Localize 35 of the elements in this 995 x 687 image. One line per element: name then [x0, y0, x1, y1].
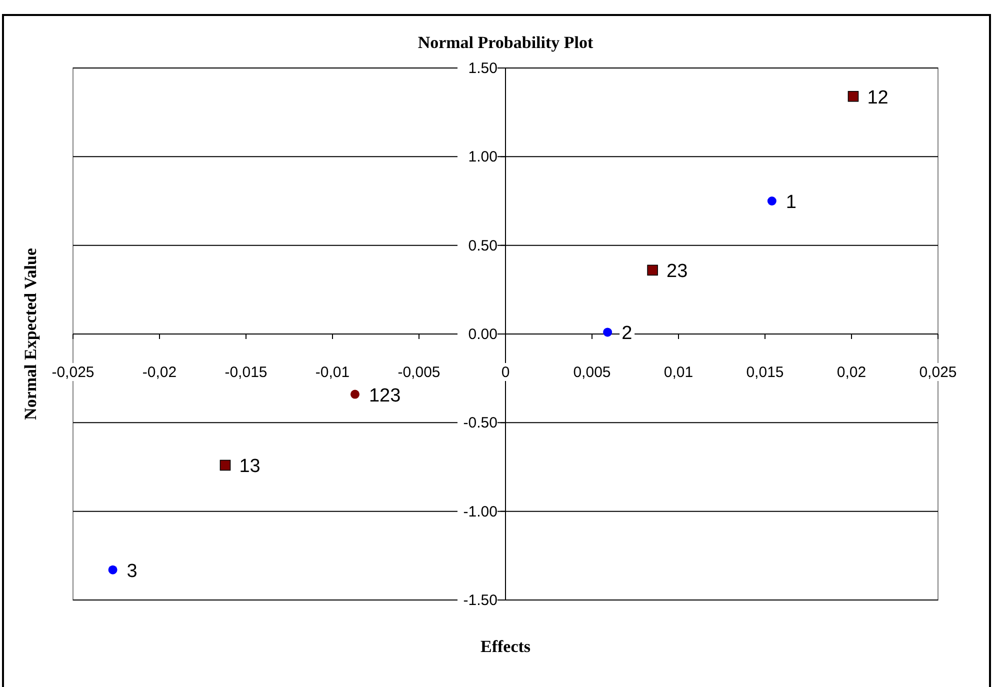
annotation: 2 [622, 323, 632, 344]
chart-title: Normal Probability Plot [418, 33, 594, 52]
x-tick-label: -0,025 [52, 364, 94, 381]
y-tick-label: -1.50 [463, 592, 498, 609]
point [848, 90, 859, 102]
point [767, 196, 776, 206]
y-tick-label: -1.00 [463, 503, 498, 520]
x-tick-label: -0,005 [398, 364, 440, 381]
y-tick-label: 1.50 [468, 60, 498, 77]
y-tick-label: -0.50 [463, 414, 498, 432]
y-tick-label: 1.00 [468, 148, 498, 166]
point [647, 264, 658, 276]
annotation: 13 [239, 456, 260, 478]
x-tick-label: 0,01 [664, 364, 694, 381]
y-tick-label: 0.00 [468, 326, 498, 343]
x-tick-label: 0,015 [746, 364, 784, 381]
annotation: 1 [786, 192, 796, 213]
x-tick-label: -0,015 [224, 364, 268, 381]
annotation: 23 [666, 261, 688, 282]
x-tick-label: 0,005 [573, 364, 611, 381]
point [350, 390, 360, 399]
y-tick-label: 0.50 [468, 237, 498, 254]
x-axis-title: Effects [480, 637, 531, 656]
x-tick-label: -0,01 [315, 364, 350, 381]
point [108, 565, 118, 574]
annotation: 3 [126, 560, 138, 582]
x-tick-label: 0,025 [919, 364, 957, 381]
point [220, 460, 231, 471]
x-tick-label: 0,02 [836, 364, 866, 381]
y-axis-title: Normal Expected Value [21, 248, 40, 420]
x-tick-label: -0,02 [142, 364, 177, 381]
point [603, 328, 612, 337]
annotation: 12 [867, 87, 888, 108]
annotation: 123 [368, 385, 401, 406]
x-tick-label: 0 [501, 364, 510, 381]
